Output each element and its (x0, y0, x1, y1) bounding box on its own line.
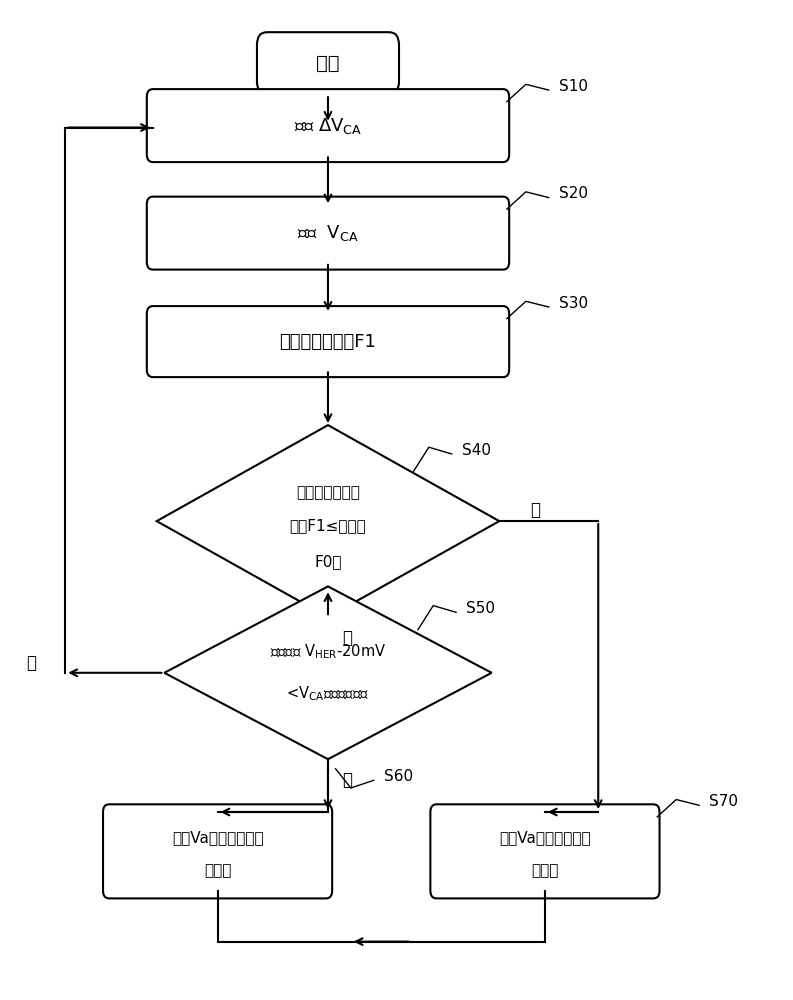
Text: 调节Va（增大电极间: 调节Va（增大电极间 (172, 830, 263, 845)
Text: 调节Va（减小电极间: 调节Va（减小电极间 (499, 830, 591, 845)
FancyBboxPatch shape (147, 197, 509, 270)
Text: <V$_{\rm CA}$（实测值）？: <V$_{\rm CA}$（实测值）？ (286, 685, 370, 703)
Text: S10: S10 (558, 79, 588, 94)
Text: 否: 否 (530, 501, 540, 519)
Text: 生量F1≤容许値: 生量F1≤容许値 (289, 518, 366, 533)
Text: S30: S30 (558, 296, 588, 311)
Text: S70: S70 (709, 794, 738, 809)
FancyBboxPatch shape (431, 804, 660, 898)
Text: 计算  V$_{\rm CA}$: 计算 V$_{\rm CA}$ (297, 223, 358, 243)
Text: 测定氢气发生量F1: 测定氢气发生量F1 (280, 333, 377, 351)
Text: F0？: F0？ (314, 554, 342, 569)
Text: 是: 是 (342, 629, 352, 647)
Polygon shape (164, 586, 492, 759)
Text: 否: 否 (26, 654, 36, 672)
Text: 是否满足 V$_{\rm HER}$-20mV: 是否满足 V$_{\rm HER}$-20mV (270, 642, 386, 661)
Text: 是否满足氢气发: 是否满足氢气发 (296, 485, 360, 500)
Text: S20: S20 (558, 186, 588, 201)
FancyBboxPatch shape (147, 89, 509, 162)
Text: 电压）: 电压） (204, 864, 232, 879)
FancyBboxPatch shape (257, 32, 399, 94)
Text: 电压）: 电压） (531, 864, 558, 879)
FancyBboxPatch shape (103, 804, 332, 898)
Text: S40: S40 (462, 443, 491, 458)
Text: S60: S60 (384, 769, 412, 784)
Text: 检测 $\Delta$V$_{\rm CA}$: 检测 $\Delta$V$_{\rm CA}$ (294, 116, 362, 136)
Text: S50: S50 (466, 601, 495, 616)
Text: 是: 是 (342, 771, 352, 789)
Polygon shape (157, 425, 500, 617)
FancyBboxPatch shape (147, 306, 509, 377)
Text: 开始: 开始 (316, 54, 339, 73)
